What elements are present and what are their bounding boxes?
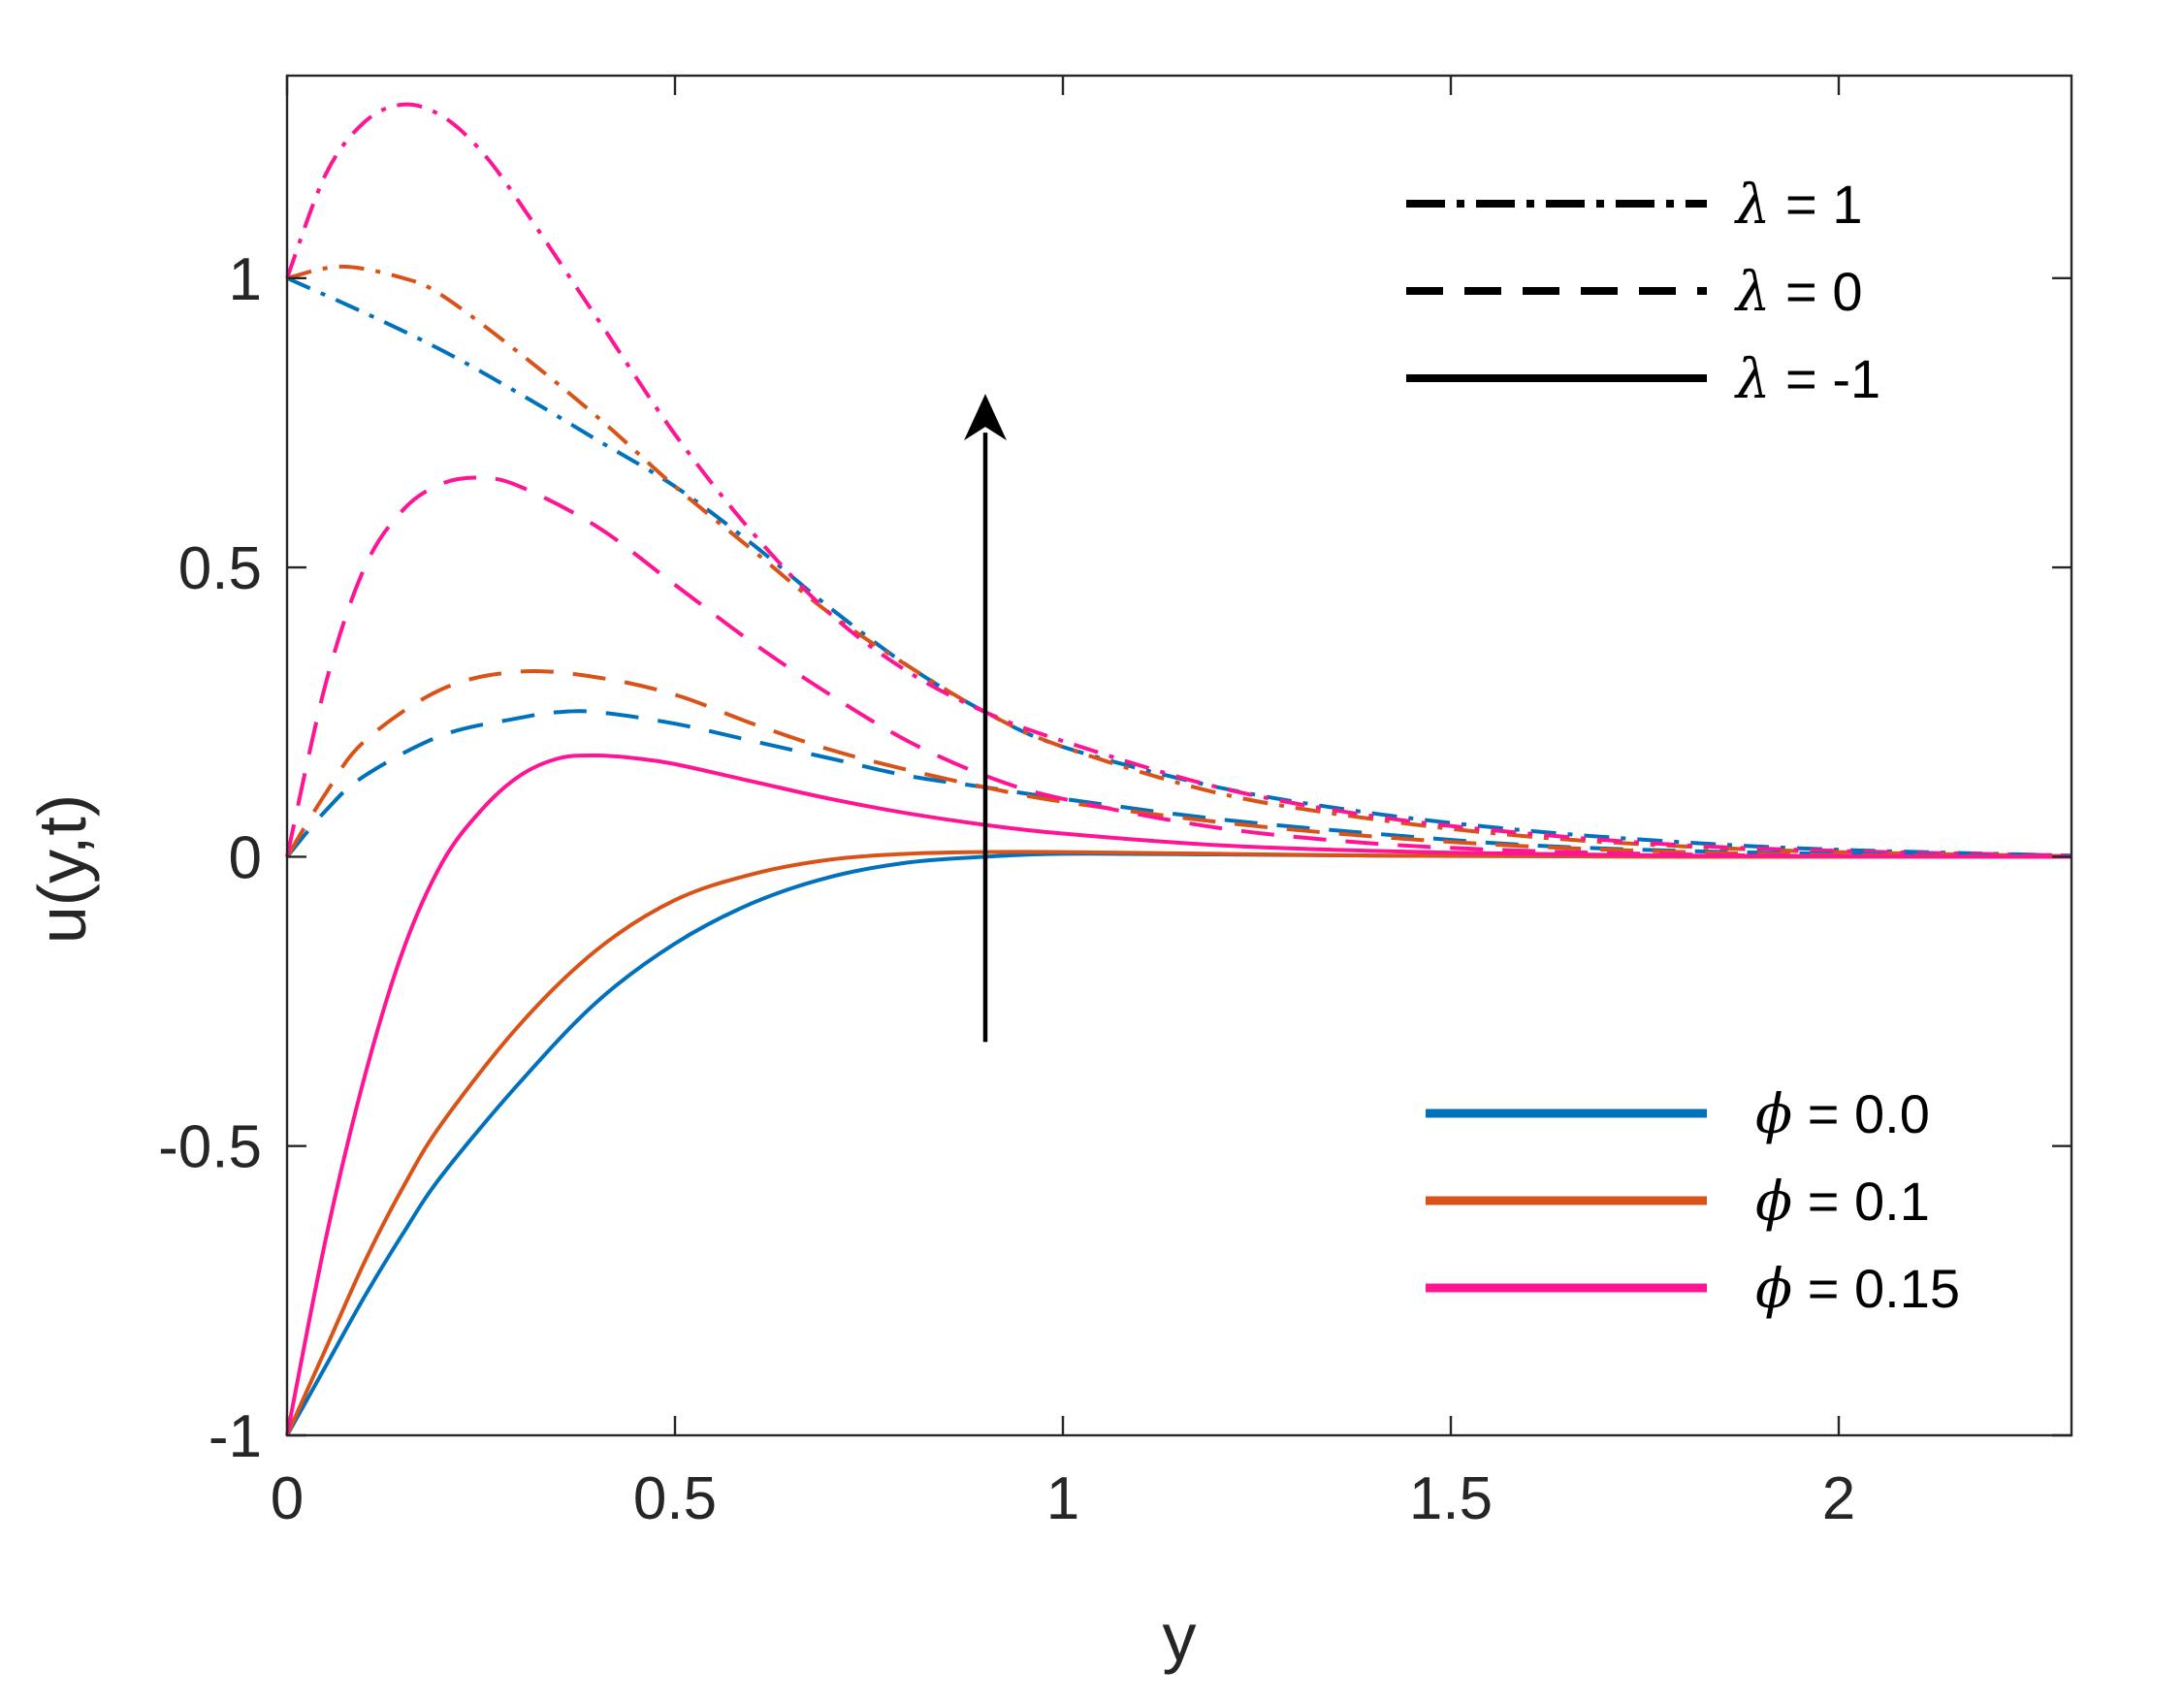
tick-labels: 0 0.5 1 1.5 2 -1 -0.5 0 0.5 1 — [158, 246, 1855, 1532]
series-line-phi-0_1-lambda-0 — [285, 668, 2072, 859]
legend-lambda-label: λ = -1 — [1734, 348, 1880, 411]
x-tick-label: 1.5 — [1409, 1465, 1493, 1532]
series-line-phi-0_0-lambda-0 — [285, 709, 2072, 858]
series-line-phi-0_15-lambda--1 — [285, 753, 2072, 1436]
legend-lambda-label: λ = 1 — [1734, 174, 1862, 237]
x-tick-label: 1 — [1046, 1465, 1079, 1532]
legend-lambda-label: λ = 0 — [1734, 261, 1862, 324]
axes — [285, 74, 2073, 1437]
plot-frame — [285, 74, 2073, 1437]
series-layer — [285, 102, 2072, 1436]
x-tick-label: 0 — [271, 1465, 304, 1532]
series-line-phi-0_15-lambda-0 — [285, 475, 2072, 859]
x-tick-label: 0.5 — [633, 1465, 717, 1532]
y-tick-label: -0.5 — [158, 1114, 262, 1181]
legend-phi-label: ϕ = 0.15 — [1755, 1258, 1960, 1321]
legend-lambda: λ = 1 λ = 0 λ = -1 — [1406, 174, 1880, 411]
y-tick-label: 1 — [229, 246, 262, 313]
y-axis-title: u(y,t) — [24, 794, 100, 944]
x-tick-label: 2 — [1822, 1465, 1855, 1532]
legend-phi-label: ϕ = 0.1 — [1755, 1171, 1930, 1234]
y-tick-label: 0 — [229, 824, 262, 891]
arrow-head — [964, 394, 1007, 441]
y-tick-label: 0.5 — [178, 535, 262, 602]
legend-phi-label: ϕ = 0.0 — [1755, 1083, 1930, 1146]
y-tick-label: -1 — [209, 1403, 262, 1470]
series-line-phi-0_15-lambda-1 — [285, 102, 2072, 858]
annotation-arrow — [964, 394, 1007, 1043]
x-axis-title: y — [1163, 1599, 1197, 1675]
legend-phi: ϕ = 0.0 ϕ = 0.1 ϕ = 0.15 — [1426, 1083, 1960, 1321]
